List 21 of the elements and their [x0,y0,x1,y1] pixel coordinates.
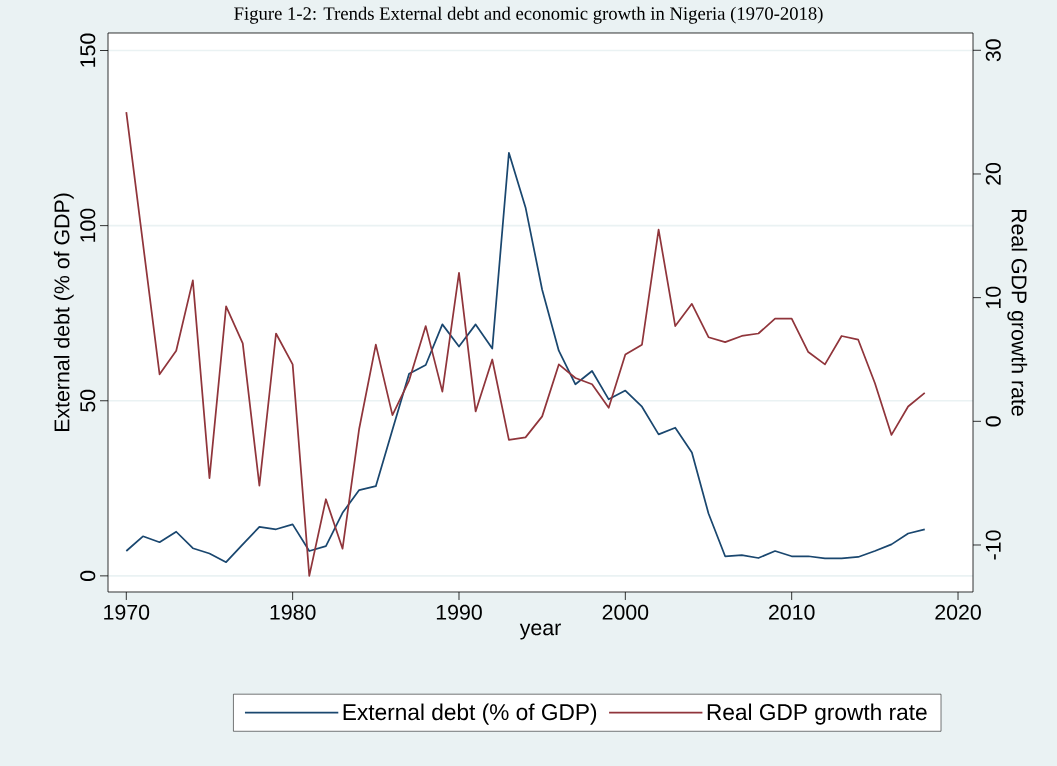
x-axis-title: year [519,623,561,640]
x-tick-label: 1990 [436,604,482,620]
y2-tick-label: 10 [985,286,1001,308]
y2-tick-label: 0 [985,416,1001,427]
legend-label: Real GDP growth rate [707,703,927,725]
x-tick-label: 2020 [935,604,981,620]
legend-label: External debt (% of GDP) [343,703,597,725]
x-tick-label: 1980 [270,604,316,620]
y-tick-label: 150 [80,33,96,67]
y2-tick-label: 30 [985,39,1001,62]
y-tick-label: 50 [80,389,96,412]
y2-tick-label: 20 [985,162,1001,185]
y-tick-label: 0 [80,570,96,581]
y2-tick-label: -10 [985,530,1001,560]
y2-axis-title: Real GDP growth rate [1007,209,1028,416]
y-axis-title: External debt (% of GDP) [53,193,74,432]
x-tick-label: 2010 [769,604,815,620]
x-tick-label: 1970 [104,604,150,620]
y-tick-label: 100 [80,208,96,242]
x-tick-label: 2000 [602,604,649,620]
chart-title: Figure 1-2: Trends External debt and economic growth in Nigeria (1970-2018) [234,6,823,24]
